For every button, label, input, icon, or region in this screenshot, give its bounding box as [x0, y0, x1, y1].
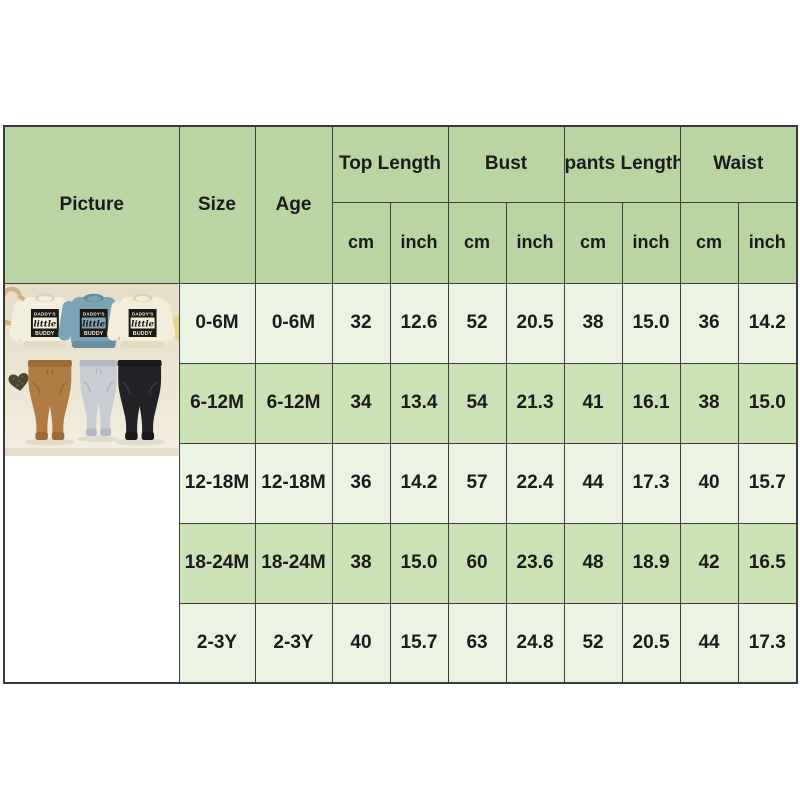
measure-cell: 16.1 [621, 362, 681, 444]
measure-cell: 52 [563, 602, 623, 684]
measure-cell: 38 [563, 282, 623, 364]
table-row: 12-18M 12-18M 36 14.2 57 22.4 44 17.3 40… [4, 442, 798, 524]
shirt-text-line2: little [82, 318, 105, 328]
age-cell: 12-18M [254, 442, 333, 524]
header-picture: Picture [3, 125, 180, 284]
age-cell: 2-3Y [254, 602, 333, 684]
measure-cell: 41 [563, 362, 623, 444]
shirt-text-line1: DADDY'S [83, 311, 105, 316]
measure-cell: 20.5 [621, 602, 681, 684]
measure-cell: 34 [331, 362, 391, 444]
shirt-text-line2: little [131, 318, 154, 328]
measure-cell: 12.6 [389, 282, 449, 364]
measure-cell: 17.3 [737, 602, 798, 684]
outfit-middle-sweatshirt: DADDY'S little BUDDY [58, 293, 130, 348]
shadow [76, 435, 119, 442]
measure-cell: 38 [331, 522, 391, 604]
size-cell: 0-6M [178, 282, 256, 364]
measure-cell: 36 [331, 442, 391, 524]
measure-cell: 52 [447, 282, 507, 364]
shadow [24, 438, 75, 445]
header-group-pants-length: pants Length [563, 125, 681, 203]
outfit-right-pants [117, 359, 162, 440]
measure-cell: 63 [447, 602, 507, 684]
measure-cell: 15.0 [737, 362, 798, 444]
measure-cell: 24.8 [505, 602, 565, 684]
shirt-text-line3: BUDDY [133, 330, 153, 336]
age-cell: 6-12M [254, 362, 333, 444]
shirt-text-line2: little [33, 318, 56, 328]
size-cell: 6-12M [178, 362, 256, 444]
product-photo: DADDY'S little BUDDY DADDY [5, 284, 178, 456]
outfit-middle-pants [79, 359, 118, 436]
measure-cell: 38 [679, 362, 739, 444]
measure-cell: 18.9 [621, 522, 681, 604]
wood-cloud-icon [5, 286, 27, 326]
measure-cell: 15.0 [389, 522, 449, 604]
header-group-top-length: Top Length [331, 125, 449, 203]
unit-pants-length-inch: inch [621, 201, 681, 284]
measure-cell: 14.2 [737, 282, 798, 364]
measure-cell: 40 [331, 602, 391, 684]
age-cell: 18-24M [254, 522, 333, 604]
measure-cell: 22.4 [505, 442, 565, 524]
header-age: Age [254, 125, 333, 284]
measure-cell: 14.2 [389, 442, 449, 524]
table-row: DADDY'S little BUDDY DADDY [3, 282, 798, 684]
measure-cell: 23.6 [505, 522, 565, 604]
measure-cell: 13.4 [389, 362, 449, 444]
shirt-text-line1: DADDY'S [34, 311, 56, 316]
age-cell: 0-6M [254, 282, 333, 364]
measure-cell: 15.0 [621, 282, 681, 364]
header-group-bust: Bust [447, 125, 565, 203]
measure-cell: 48 [563, 522, 623, 604]
size-cell: 2-3Y [178, 602, 256, 684]
measure-cell: 44 [563, 442, 623, 524]
measure-cell: 42 [679, 522, 739, 604]
shirt-text-line1: DADDY'S [132, 311, 154, 316]
measure-cell: 36 [679, 282, 739, 364]
unit-bust-cm: cm [447, 201, 507, 284]
size-cell: 18-24M [178, 522, 256, 604]
unit-bust-inch: inch [505, 201, 565, 284]
measure-cell: 57 [447, 442, 507, 524]
unit-top-length-cm: cm [331, 201, 391, 284]
measure-cell: 32 [331, 282, 391, 364]
measure-cell: 17.3 [621, 442, 681, 524]
measure-cell: 21.3 [505, 362, 565, 444]
table-row: 18-24M 18-24M 38 15.0 60 23.6 48 18.9 42… [4, 522, 798, 604]
outfit-left-pants [27, 359, 72, 440]
measure-cell: 15.7 [737, 442, 798, 524]
shirt-text-line3: BUDDY [35, 330, 55, 336]
product-picture-cell: DADDY'S little BUDDY DADDY [3, 282, 180, 684]
dark-heart-icon [8, 372, 29, 391]
measure-cell: 54 [447, 362, 507, 444]
measure-cell: 20.5 [505, 282, 565, 364]
unit-top-length-inch: inch [389, 201, 449, 284]
unit-pants-length-cm: cm [563, 201, 623, 284]
size-cell: 12-18M [178, 442, 256, 524]
shadow [114, 438, 165, 445]
product-photo-illustration: DADDY'S little BUDDY DADDY [5, 284, 178, 456]
measure-cell: 15.7 [389, 602, 449, 684]
unit-waist-inch: inch [737, 201, 798, 284]
measure-cell: 16.5 [737, 522, 798, 604]
unit-waist-cm: cm [679, 201, 739, 284]
shirt-text-line3: BUDDY [84, 330, 104, 336]
table-row: 2-3Y 2-3Y 40 15.7 63 24.8 52 20.5 44 17.… [4, 602, 798, 684]
table-row: 6-12M 6-12M 34 13.4 54 21.3 41 16.1 38 1… [4, 362, 798, 444]
photo-floor-shadow [5, 447, 178, 456]
measure-cell: 44 [679, 602, 739, 684]
header-size: Size [178, 125, 256, 284]
header-group-waist: Waist [679, 125, 798, 203]
measure-cell: 60 [447, 522, 507, 604]
outfit-right-sweatshirt: DADDY'S little BUDDY [107, 293, 176, 348]
measure-cell: 40 [679, 442, 739, 524]
size-chart-table: Picture Size Age Top Length Bust pants L… [3, 125, 799, 684]
